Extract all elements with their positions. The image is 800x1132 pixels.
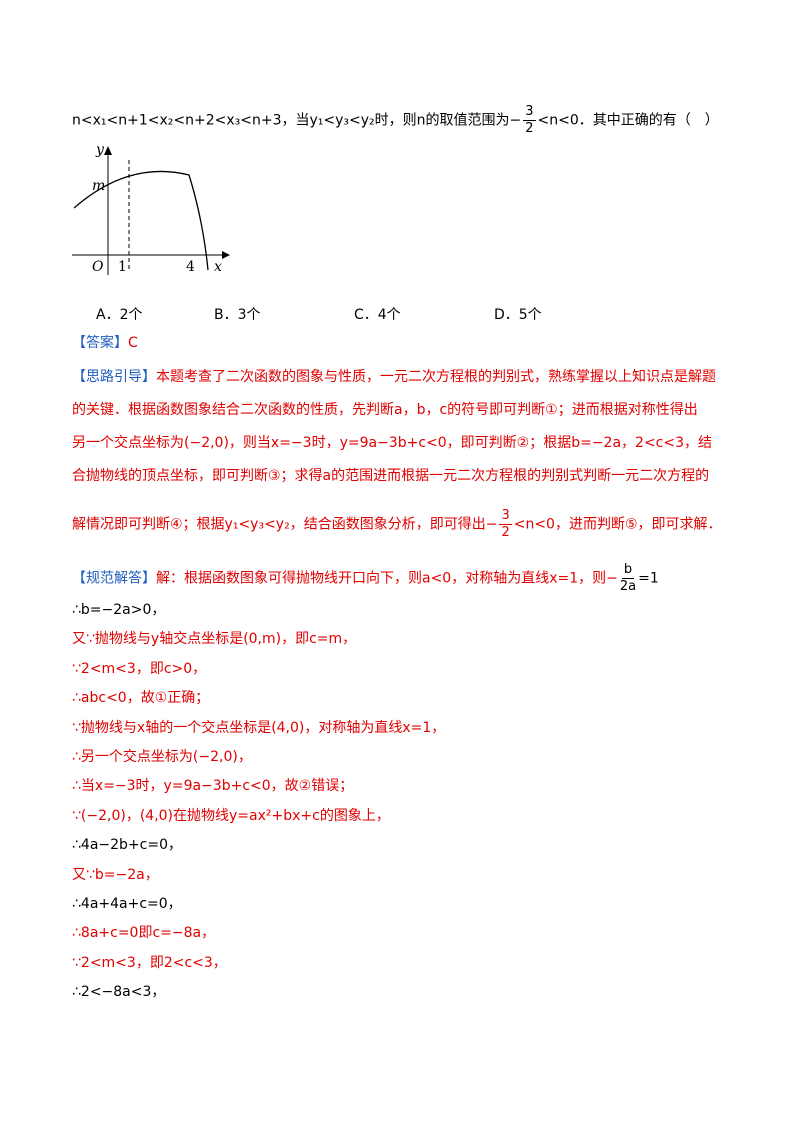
solution-step: ∴另一个交点坐标为(−2,0)，	[72, 749, 252, 765]
solution-step: ∴abc<0，故①正确；	[72, 690, 210, 707]
question-line: n<x₁<n+1<x₂<n+2<x₃<n+3，当y₁<y₃<y₂时，则n的取值范…	[72, 104, 719, 137]
numerator: b	[621, 562, 635, 579]
answer: 【答案】C	[72, 333, 138, 353]
text: =1	[638, 570, 659, 587]
label: m	[92, 178, 105, 194]
solution-step: ∴当x=−3时，y=9a−3b+c<0，故②错误；	[72, 778, 354, 795]
analysis-line: 另一个交点坐标为(−2,0)，则当x=−3时，y=9a−3b+c<0，即可判断②…	[72, 435, 713, 451]
text: −	[509, 112, 522, 129]
answer-value: C	[128, 335, 138, 351]
label: y	[95, 142, 105, 158]
solution-step: ∵(−2,0)，(4,0)在抛物线y=ax²+bx+c的图象上，	[72, 807, 390, 824]
solution-step: ∵2<m<3，即c>0，	[72, 660, 207, 677]
label: 1	[118, 259, 127, 275]
solution-step: 又∵b=−2a，	[72, 866, 159, 883]
solution-line: 【规范解答】解：根据函数图象可得抛物线开口向下，则a<0，对称轴为直线x=1，则…	[72, 562, 659, 595]
fraction: b 2a	[620, 562, 636, 595]
denominator: 2a	[619, 579, 637, 594]
solution-step: ∴b=−2a>0，	[72, 602, 166, 618]
label: x	[214, 259, 222, 275]
arrow	[222, 251, 230, 259]
solution-step: ∵2<m<3，即2<c<3，	[72, 954, 227, 971]
text: 本题考查了二次函数的图象与性质，一元二次方程根的判别式，熟练掌握以上知识点是解题	[156, 369, 716, 385]
option: C．4个	[354, 307, 401, 323]
denominator: 2	[501, 525, 510, 540]
label: 4	[186, 259, 195, 275]
numerator: 3	[499, 508, 512, 525]
option: B．3个	[214, 307, 261, 323]
analysis-line: 的关键．根据函数图象结合二次函数的性质，先判断a，b，c的符号即可判断①；进而根…	[72, 402, 698, 418]
text: 解：根据函数图象可得抛物线开口向下，则a<0，对称轴为直线x=1，则−	[156, 570, 618, 587]
text: n<x₁<n+1<x₂<n+2<x₃<n+3，当y₁<y₃<y₂时，则n的取值范…	[72, 112, 510, 129]
solution-step: ∴4a−2b+c=0，	[72, 837, 182, 854]
analysis-line: 合抛物线的顶点坐标，即可判断③；求得a的范围进而根据一元二次方程根的判别式判断一…	[72, 468, 710, 484]
denominator: 2	[525, 121, 534, 136]
text: <n<0．其中正确的有（ ）	[537, 112, 719, 129]
solution-step: ∴4a+4a+c=0，	[72, 896, 182, 912]
analysis-line: 解情况即可判断④；根据y₁<y₃<y₂，结合函数图象分析，即可得出− 3 2 <n<0…	[72, 508, 722, 541]
option: A．2个	[96, 307, 143, 323]
option: D．5个	[494, 307, 542, 323]
parabola-graph: y m O 1 4 x	[72, 142, 230, 275]
tag: 【规范解答】	[72, 570, 156, 587]
text: −	[485, 516, 498, 533]
text: 解情况即可判断④；根据y₁<y₃<y₂，结合函数图象分析，即可得出	[72, 516, 486, 533]
text: <n<0，进而判断⑤，即可求解．	[513, 516, 722, 533]
parabola	[73, 170, 209, 271]
solution-step: 又∵抛物线与y轴交点坐标是(0,m)，即c=m，	[72, 631, 357, 648]
tag: 【思路引导】	[72, 369, 156, 385]
label: O	[92, 259, 104, 275]
solution-step: ∵抛物线与x轴的一个交点坐标是(4,0)，对称轴为直线x=1，	[72, 719, 446, 736]
analysis-line: 【思路引导】本题考查了二次函数的图象与性质，一元二次方程根的判别式，熟练掌握以上…	[72, 367, 716, 387]
numerator: 3	[523, 104, 536, 121]
solution-step: ∴2<−8a<3，	[72, 984, 166, 1001]
solution-step: ∴8a+c=0即c=−8a，	[72, 925, 216, 942]
arrow	[104, 146, 112, 155]
tag: 【答案】	[72, 335, 128, 351]
